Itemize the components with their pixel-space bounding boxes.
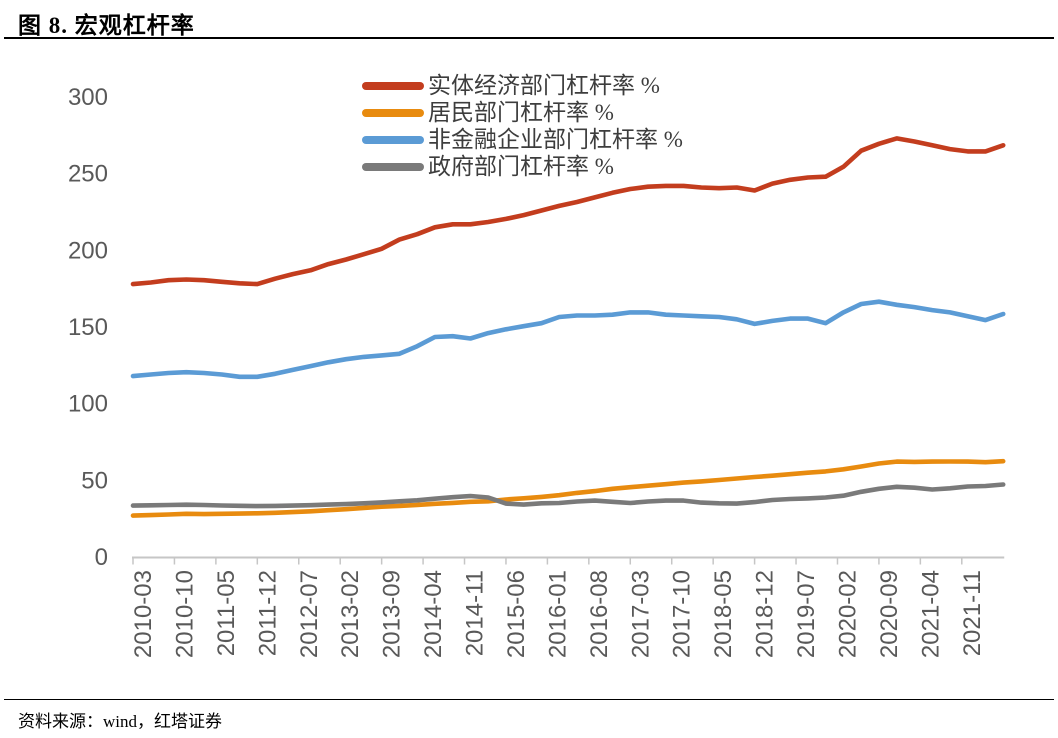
y-axis-label: 150 [68, 314, 108, 341]
series-line-3 [130, 482, 1006, 509]
legend-line-swatch-icon [362, 162, 424, 171]
y-axis-label: 0 [95, 544, 108, 571]
chart-legend: 实体经济部门杠杆率 % 居民部门杠杆率 % 非金融企业部门杠杆率 % 政府部门杠杆率 … [362, 72, 683, 180]
figure-title: 图 8. 宏观杠杆率 [18, 13, 195, 38]
x-axis-label: 2010-03 [130, 570, 157, 658]
x-axis-label: 2010-10 [171, 570, 198, 658]
y-axis-label: 250 [68, 161, 108, 188]
legend-item-3: 政府部门杠杆率 % [362, 153, 683, 180]
y-axis-label: 100 [68, 391, 108, 418]
x-axis-label: 2018-05 [710, 570, 737, 658]
y-axis-label: 50 [81, 467, 108, 494]
series-line-0 [130, 136, 1006, 287]
x-axis-label: 2011-05 [213, 570, 240, 656]
leverage-line-chart: 2010-03 2010-10 2011-05 2011-12 2012-07 2013-… [68, 84, 1006, 658]
legend-label: 居民部门杠杆率 % [428, 100, 614, 125]
x-axis-label: 2017-03 [627, 570, 654, 658]
legend-line-swatch-icon [362, 81, 424, 90]
legend-line-swatch-icon [362, 108, 424, 117]
x-axis-label: 2014-11 [462, 570, 489, 656]
title-divider [4, 37, 1054, 39]
series-line-1 [130, 458, 1006, 518]
x-axis-label: 2013-02 [337, 570, 364, 658]
y-axis-label: 300 [68, 84, 108, 111]
x-axis-label: 2015-06 [503, 570, 530, 658]
legend-label: 政府部门杠杆率 % [428, 154, 614, 179]
y-axis-label: 200 [68, 237, 108, 264]
legend-line-swatch-icon [362, 135, 424, 144]
x-axis-label: 2021-11 [959, 570, 986, 656]
x-axis-label: 2019-07 [793, 570, 820, 658]
legend-item-1: 居民部门杠杆率 % [362, 99, 683, 126]
x-axis-label: 2018-12 [752, 570, 779, 658]
legend-label: 非金融企业部门杠杆率 % [428, 127, 683, 152]
x-axis-label: 2016-08 [586, 570, 613, 658]
legend-label: 实体经济部门杠杆率 % [428, 73, 660, 98]
legend-item-2: 非金融企业部门杠杆率 % [362, 126, 683, 153]
legend-item-0: 实体经济部门杠杆率 % [362, 72, 683, 99]
x-axis-label: 2012-07 [296, 570, 323, 658]
source-note: 资料来源：wind，红塔证券 [18, 712, 222, 731]
x-axis-label: 2016-01 [544, 570, 571, 658]
chart-figure: 2010-03 2010-10 2011-05 2011-12 2012-07 2013-… [0, 40, 1058, 690]
x-axis-label: 2017-10 [669, 570, 696, 658]
x-axis-label: 2013-09 [379, 570, 406, 658]
x-axis-label: 2021-04 [917, 570, 944, 658]
x-axis-label: 2020-02 [834, 570, 861, 658]
footer-divider [4, 699, 1054, 700]
series-line-2 [130, 299, 1006, 380]
x-axis-label: 2014-04 [420, 570, 447, 658]
x-axis-label: 2020-09 [876, 570, 903, 658]
x-axis-label: 2011-12 [254, 570, 281, 656]
